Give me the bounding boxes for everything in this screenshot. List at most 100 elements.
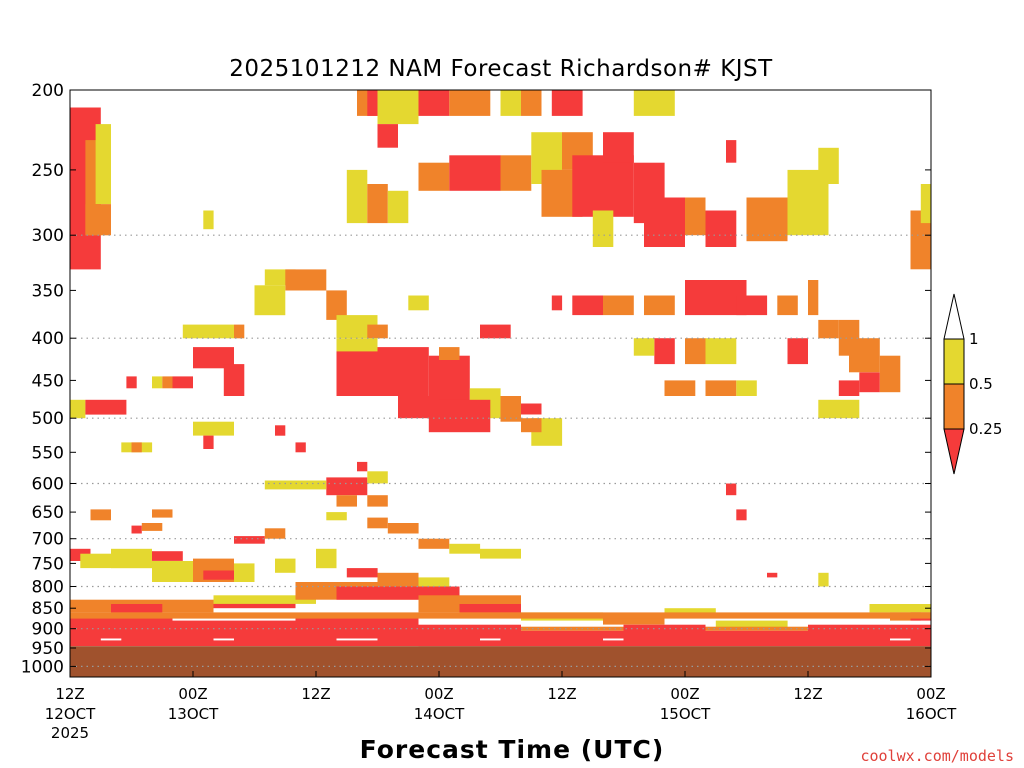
ri-cell [367, 184, 388, 224]
ri-cell [480, 548, 521, 559]
y-tick-label: 300 [32, 226, 64, 246]
ri-cell [736, 295, 768, 316]
ri-cell [879, 355, 901, 393]
y-tick-label: 900 [32, 620, 64, 640]
ri-cell [910, 210, 931, 270]
ri-cell [500, 396, 521, 422]
ri-cell [818, 399, 860, 419]
ri-cell [623, 624, 706, 647]
ri-cell [264, 528, 286, 539]
ri-cell [480, 638, 501, 641]
ri-cell [141, 523, 163, 531]
ri-cell [818, 147, 839, 184]
ri-cell [685, 338, 706, 365]
ri-cell [346, 169, 368, 224]
legend-bottom-arrow [943, 428, 965, 475]
ri-cell [603, 638, 624, 641]
ri-cell [592, 210, 614, 247]
ri-cell [275, 558, 296, 573]
ri-cell [603, 132, 634, 163]
x-tick-label: 12Z [301, 685, 330, 703]
ri-cell [131, 442, 142, 453]
ri-cell [203, 570, 235, 580]
x-tick-date: 16OCT [906, 705, 957, 723]
y-tick-label: 450 [32, 371, 64, 391]
ri-cell [449, 543, 481, 554]
y-tick-label: 850 [32, 599, 64, 619]
ri-cell [377, 90, 419, 125]
ri-cell [377, 124, 398, 148]
ri-cell [480, 324, 511, 339]
ri-cell [111, 548, 152, 569]
x-axis-label: Forecast Time (UTC) [360, 735, 665, 764]
x-tick-date: 12OCT [45, 705, 96, 723]
plot-frame [69, 89, 932, 678]
ri-cell [70, 616, 173, 647]
gridlines [70, 234, 931, 668]
ri-cell [705, 210, 737, 247]
ri-cell [85, 399, 127, 415]
ri-cell [715, 620, 788, 629]
ri-cell [726, 140, 737, 163]
ri-cell [500, 155, 532, 191]
ri-cell [572, 155, 634, 217]
ri-cell [234, 324, 245, 339]
ri-cell [418, 624, 521, 647]
ri-cell [131, 525, 142, 534]
ri-cell [326, 477, 368, 496]
legend-swatch-025-05 [943, 383, 965, 430]
y-axis: 200 250 300 350 400 450 500 550 600 650 700 750 8008… [21, 81, 931, 677]
legend-top-arrow [943, 293, 965, 340]
ri-cell [234, 536, 265, 544]
ri-cell [572, 295, 604, 316]
credit-link[interactable]: coolwx.com/models [860, 747, 1014, 765]
ri-cell [346, 568, 378, 578]
ri-cell [521, 418, 542, 433]
x-tick-label: 12Z [55, 685, 84, 703]
ri-cell [234, 563, 255, 582]
y-tick-label: 600 [32, 475, 64, 495]
ri-cell [367, 517, 388, 529]
ri-cell [162, 376, 173, 389]
ri-cell [223, 364, 245, 396]
y-tick-label: 400 [32, 329, 64, 349]
ri-cell [736, 380, 757, 396]
ri-cell [95, 124, 111, 204]
x-tick-label: 00Z [916, 685, 945, 703]
x-tick-date: 13OCT [168, 705, 219, 723]
ri-cell [859, 372, 880, 393]
ri-cell [275, 425, 286, 436]
ri-cell [70, 399, 86, 419]
legend-label: 0.5 [969, 375, 993, 393]
ri-cell [418, 90, 450, 116]
ri-cell [521, 630, 624, 647]
ri-cell [152, 376, 163, 389]
ri-cell [213, 595, 316, 604]
legend-label: 1 [969, 330, 979, 348]
ri-cell [387, 190, 409, 224]
ri-cell [459, 604, 521, 613]
ri-cell [521, 90, 542, 116]
ri-cell [336, 315, 378, 339]
y-tick-label: 950 [32, 639, 64, 659]
ri-cell [193, 421, 234, 436]
ri-cell [644, 295, 675, 316]
ri-cell [152, 561, 193, 582]
ri-cell [85, 204, 111, 236]
y-tick-label: 550 [32, 443, 64, 463]
ground-fill [70, 646, 931, 677]
ri-cell [336, 338, 378, 352]
ri-cell [90, 509, 111, 521]
ri-cell [336, 347, 429, 396]
ri-cell [193, 347, 234, 369]
ri-cell [428, 399, 491, 433]
ri-cell [418, 538, 450, 549]
ri-cell [736, 509, 747, 521]
ri-cell [285, 269, 327, 291]
ri-cell [705, 626, 808, 631]
ri-cell [920, 184, 932, 224]
y-tick-label: 350 [32, 281, 64, 301]
ri-cell [213, 638, 234, 641]
ri-cell [126, 376, 137, 389]
